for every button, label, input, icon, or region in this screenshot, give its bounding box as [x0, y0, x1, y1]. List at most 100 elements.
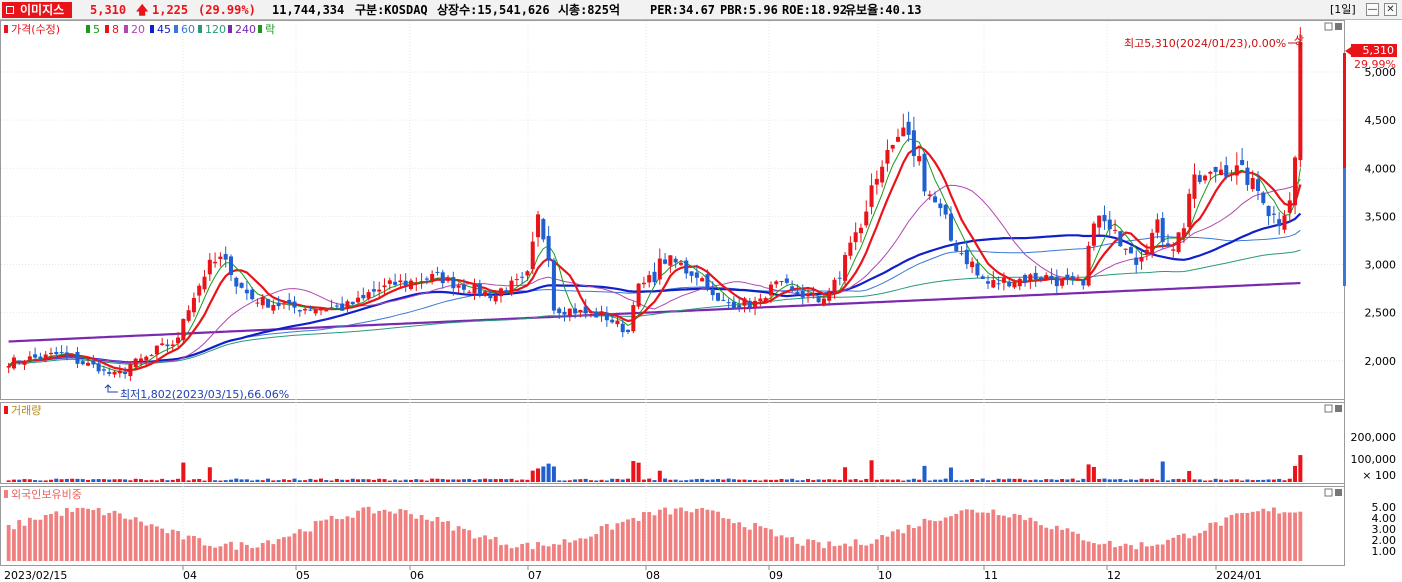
stock-info-bar: 이미지스 5,310 🡅 1,225 (29.99%) 11,744,334 구… [0, 0, 1402, 20]
volume-bar [228, 479, 234, 482]
foreign-ratio-bar [1039, 525, 1043, 561]
foreign-ratio-bar [604, 523, 609, 561]
foreign-ratio-bar [959, 510, 964, 561]
volume-bar [710, 479, 715, 482]
foreign-ratio-bar [684, 511, 689, 561]
close-icon[interactable]: ✕ [1384, 3, 1397, 16]
volume-bar [350, 478, 355, 482]
legend-ma240: 240 [235, 23, 256, 36]
candle-body [684, 260, 689, 274]
candle-body [1298, 42, 1303, 161]
volume-bar [1192, 479, 1197, 482]
volume-bar [1060, 478, 1065, 482]
volume-bar [176, 478, 181, 482]
volume-title: 거래량 [11, 404, 41, 417]
volume-bar [1107, 479, 1112, 482]
volume-bar [11, 479, 16, 482]
volume-panel-max-icon[interactable] [1324, 404, 1333, 413]
candle-body [197, 285, 202, 296]
foreign-ratio-bar [1187, 538, 1192, 561]
volume-bar [1282, 480, 1287, 482]
stock-name-badge[interactable]: 이미지스 [2, 2, 73, 18]
volume-bar [117, 479, 122, 482]
foreign-ratio-bar [424, 519, 429, 561]
foreign-panel-close-icon[interactable] [1335, 489, 1342, 496]
candle-body [260, 297, 265, 306]
volume-bar [59, 479, 64, 482]
candle-body [1081, 279, 1086, 286]
foreign-ratio-bar [75, 507, 80, 561]
foreign-ratio-bar [1028, 517, 1033, 561]
price-panel-max-icon[interactable] [1324, 22, 1333, 31]
volume-bar [260, 480, 265, 482]
foreign-ratio-bar [821, 548, 826, 561]
foreign-ratio-bar [679, 507, 683, 561]
foreign-ratio-bar [382, 509, 387, 561]
volume-bar [1102, 478, 1107, 482]
foreign-ratio-bar [1054, 525, 1059, 561]
volume-bar [488, 479, 493, 482]
candle-body [1240, 160, 1245, 165]
candle-body [980, 276, 985, 279]
volume-bar [869, 460, 874, 482]
candle-body [832, 279, 837, 294]
volume-bar [784, 479, 789, 482]
volume-bar [1028, 480, 1033, 482]
foreign-ratio-bar [54, 511, 59, 561]
foreign-ratio-bar [197, 538, 202, 561]
stock-chart[interactable]: 가격(수정) 5 8 20 45 60 120 240 락 거래량 외국인보유비… [0, 20, 1402, 582]
foreign-ratio-bar [80, 507, 85, 561]
foreign-ratio-bar [181, 539, 186, 561]
volume-bar [1118, 478, 1123, 482]
candle-body [551, 260, 556, 311]
foreign-ratio-bar [1176, 534, 1181, 561]
foreign-ratio-bar [160, 528, 165, 561]
foreign-ratio-bar [499, 545, 503, 561]
volume-bar [768, 479, 773, 482]
candle-body [1250, 178, 1255, 190]
legend-ma20: 20 [131, 23, 145, 36]
candle-body [414, 282, 419, 285]
volume-bar [366, 479, 371, 482]
period-selector[interactable]: [1일] [1330, 3, 1356, 16]
candle-body [996, 283, 1001, 285]
foreign-ratio-bar [1091, 543, 1096, 561]
high-annotation: 최고5,310(2024/01/23),0.00% 상 [1124, 34, 1304, 50]
candle-body [620, 323, 625, 333]
volume-panel-close-icon[interactable] [1335, 405, 1342, 412]
foreign-ratio-bar [615, 523, 620, 561]
foreign-ratio-bar [1107, 540, 1112, 561]
candle-body [626, 329, 631, 332]
foreign-ratio-bar [446, 521, 450, 561]
ftick-3: 3.00 [1372, 523, 1397, 536]
candle-body [716, 292, 721, 301]
volume-bar [266, 478, 271, 482]
volume-bar [848, 479, 853, 482]
volume-bar [821, 479, 826, 482]
volume-bar [414, 479, 419, 482]
foreign-ratio-bar [430, 521, 435, 561]
volume-bar [281, 479, 286, 482]
minimize-icon[interactable]: — [1366, 3, 1379, 16]
price-panel-close-icon[interactable] [1335, 23, 1342, 30]
candle-body [1118, 231, 1123, 247]
candle-body [557, 308, 562, 314]
volume-bar [626, 478, 631, 482]
market-type: 구분:KOSDAQ [355, 3, 428, 17]
volume-bar [1240, 480, 1245, 482]
panel-controls[interactable] [1324, 22, 1342, 497]
xtick-12: 12 [1107, 569, 1121, 582]
volume-bar [91, 479, 96, 482]
volume-bar [896, 479, 901, 482]
xtick-04: 04 [183, 569, 197, 582]
candle-body [758, 298, 763, 302]
candle-body [827, 291, 832, 301]
volume-bar [996, 478, 1001, 482]
foreign-ratio-bar [22, 525, 27, 561]
candle-body [1218, 169, 1223, 176]
candle-body [964, 249, 969, 265]
foreign-ratio-bar [1229, 514, 1234, 561]
foreign-panel-max-icon[interactable] [1324, 488, 1333, 497]
legend-price: 가격(수정) [11, 23, 60, 36]
foreign-ratio-bar [541, 545, 546, 561]
